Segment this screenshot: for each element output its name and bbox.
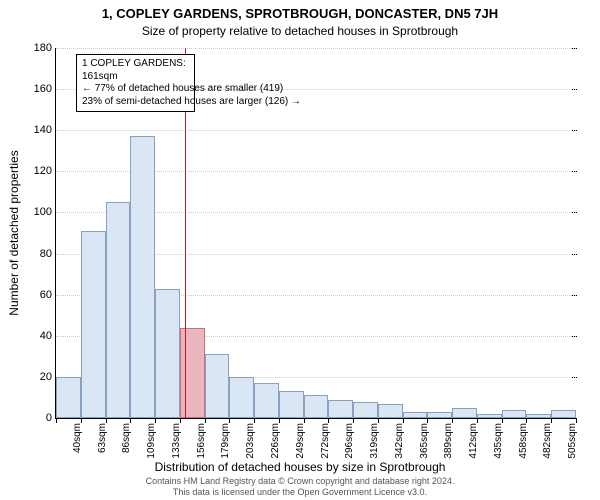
- annotation-box: 1 COPLEY GARDENS: 161sqm ← 77% of detach…: [76, 54, 195, 112]
- x-tick-label: 226sqm: [264, 423, 281, 463]
- x-tick-mark: [304, 418, 305, 423]
- histogram-bar: [56, 377, 81, 418]
- y-tick-label: 140: [34, 124, 56, 136]
- x-tick-label: 319sqm: [363, 423, 380, 463]
- x-tick-mark: [81, 418, 82, 423]
- x-tick-label: 435sqm: [487, 423, 504, 463]
- histogram-bar: [254, 383, 279, 418]
- x-tick-label: 249sqm: [289, 423, 306, 463]
- x-tick-label: 342sqm: [388, 423, 405, 463]
- y-tick-label: 160: [34, 83, 56, 95]
- histogram-bar: [279, 391, 304, 418]
- y-tick-label: 120: [34, 165, 56, 177]
- x-tick-mark: [229, 418, 230, 423]
- histogram-bar: [205, 354, 230, 418]
- histogram-bar: [502, 410, 527, 418]
- x-tick-mark: [526, 418, 527, 423]
- x-tick-mark: [180, 418, 181, 423]
- x-tick-label: 272sqm: [314, 423, 331, 463]
- chart-container: 1, COPLEY GARDENS, SPROTBROUGH, DONCASTE…: [0, 0, 600, 500]
- histogram-bar: [353, 402, 378, 418]
- footer-attribution: Contains HM Land Registry data © Crown c…: [0, 476, 600, 498]
- histogram-bar: [130, 136, 155, 418]
- x-tick-label: 482sqm: [536, 423, 553, 463]
- histogram-bar: [304, 395, 329, 418]
- y-tick-label: 40: [40, 330, 56, 342]
- histogram-bar: [403, 412, 428, 418]
- x-tick-label: 389sqm: [437, 423, 454, 463]
- x-tick-mark: [328, 418, 329, 423]
- x-tick-label: 203sqm: [239, 423, 256, 463]
- x-tick-mark: [551, 418, 552, 423]
- histogram-bar: [81, 231, 106, 418]
- histogram-bar: [551, 410, 576, 418]
- x-tick-mark: [155, 418, 156, 423]
- x-tick-mark: [254, 418, 255, 423]
- y-tick-label: 100: [34, 206, 56, 218]
- x-tick-mark: [378, 418, 379, 423]
- x-tick-mark: [452, 418, 453, 423]
- y-tick-label: 180: [34, 42, 56, 54]
- histogram-bar: [155, 289, 180, 419]
- x-tick-label: 40sqm: [66, 423, 83, 463]
- histogram-bar: [106, 202, 131, 418]
- histogram-bar: [328, 400, 353, 419]
- x-tick-mark: [403, 418, 404, 423]
- histogram-bar-highlight: [180, 328, 205, 418]
- x-tick-label: 109sqm: [140, 423, 157, 463]
- x-tick-mark: [576, 418, 577, 423]
- x-tick-label: 86sqm: [115, 423, 132, 463]
- y-tick-label: 60: [40, 289, 56, 301]
- x-tick-label: 296sqm: [338, 423, 355, 463]
- histogram-bar: [229, 377, 254, 418]
- y-tick-label: 0: [46, 412, 56, 424]
- x-tick-label: 365sqm: [413, 423, 430, 463]
- footer-line-2: This data is licensed under the Open Gov…: [173, 487, 427, 497]
- histogram-bar: [452, 408, 477, 418]
- chart-subtitle: Size of property relative to detached ho…: [0, 24, 600, 38]
- gridline-h: [56, 130, 576, 131]
- x-tick-label: 63sqm: [91, 423, 108, 463]
- x-tick-mark: [353, 418, 354, 423]
- annotation-line-2: ← 77% of detached houses are smaller (41…: [82, 83, 189, 96]
- x-tick-mark: [106, 418, 107, 423]
- chart-title: 1, COPLEY GARDENS, SPROTBROUGH, DONCASTE…: [0, 6, 600, 21]
- x-tick-mark: [279, 418, 280, 423]
- x-tick-mark: [502, 418, 503, 423]
- x-tick-label: 133sqm: [165, 423, 182, 463]
- x-tick-mark: [477, 418, 478, 423]
- x-tick-mark: [427, 418, 428, 423]
- x-tick-label: 458sqm: [512, 423, 529, 463]
- y-axis-label: Number of detached properties: [7, 150, 21, 315]
- footer-line-1: Contains HM Land Registry data © Crown c…: [146, 476, 455, 486]
- x-tick-label: 156sqm: [190, 423, 207, 463]
- x-tick-mark: [130, 418, 131, 423]
- x-tick-label: 505sqm: [561, 423, 578, 463]
- histogram-bar: [477, 414, 502, 418]
- histogram-bar: [427, 412, 452, 418]
- y-tick-label: 80: [40, 248, 56, 260]
- annotation-line-3: 23% of semi-detached houses are larger (…: [82, 96, 189, 109]
- histogram-bar: [378, 404, 403, 418]
- plot-area: 1 COPLEY GARDENS: 161sqm ← 77% of detach…: [55, 48, 576, 419]
- x-tick-label: 412sqm: [462, 423, 479, 463]
- y-tick-label: 20: [40, 371, 56, 383]
- annotation-line-1: 1 COPLEY GARDENS: 161sqm: [82, 58, 189, 83]
- x-tick-mark: [205, 418, 206, 423]
- x-tick-mark: [56, 418, 57, 423]
- x-tick-label: 179sqm: [214, 423, 231, 463]
- histogram-bar: [526, 414, 551, 418]
- gridline-h: [56, 48, 576, 49]
- x-axis-label: Distribution of detached houses by size …: [0, 460, 600, 474]
